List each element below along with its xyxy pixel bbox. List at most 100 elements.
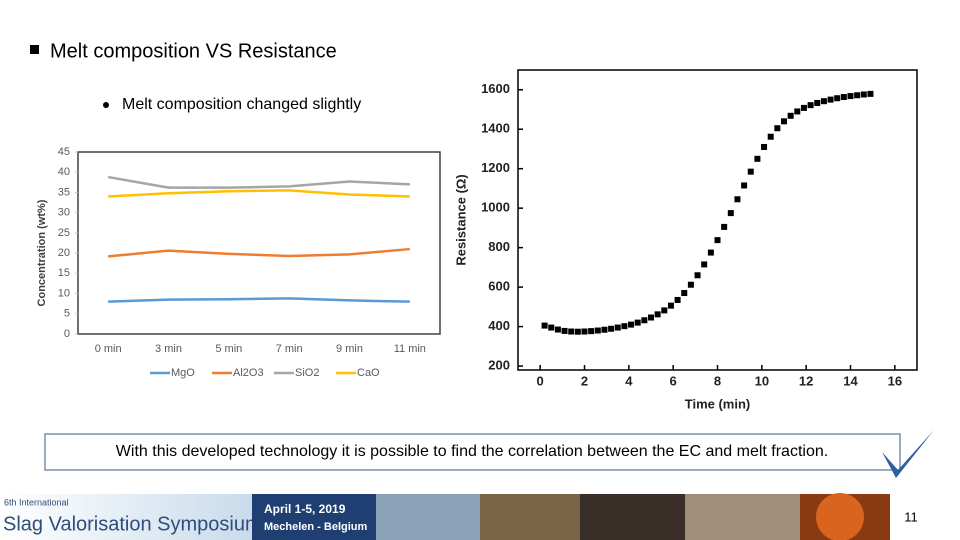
series-line — [108, 189, 410, 198]
data-point — [674, 296, 681, 303]
y-axis-label: Resistance (Ω) — [453, 174, 468, 265]
data-point — [814, 99, 821, 106]
x-tick-label: 12 — [799, 373, 813, 388]
legend-label: Al2O3 — [233, 367, 264, 379]
bullet-dot — [103, 102, 109, 108]
x-axis-label: Time (min) — [685, 396, 751, 411]
data-point — [794, 108, 801, 115]
x-tick-label: 8 — [714, 373, 721, 388]
y-tick-label: 1000 — [481, 200, 510, 215]
data-point — [614, 324, 621, 331]
x-tick-label: 0 — [537, 373, 544, 388]
footer-photo — [376, 494, 480, 540]
y-tick-label: 5 — [64, 308, 70, 320]
legend-label: MgO — [171, 367, 195, 379]
data-point — [581, 328, 588, 335]
data-point — [548, 324, 555, 331]
footer-dates: April 1-5, 2019 — [264, 502, 346, 516]
y-tick-label: 200 — [488, 357, 510, 372]
footer-place: Mechelen - Belgium — [264, 521, 368, 533]
data-point — [667, 302, 674, 309]
series-line — [108, 247, 410, 258]
data-point — [574, 328, 581, 335]
data-point — [648, 314, 654, 321]
data-point — [727, 210, 734, 217]
data-point — [854, 92, 861, 99]
y-tick-label: 0 — [64, 328, 70, 340]
series-line — [108, 297, 410, 303]
x-tick-label: 0 min — [95, 343, 122, 355]
footer-photo — [685, 494, 800, 540]
y-tick-label: 800 — [488, 239, 510, 254]
plot-frame — [517, 69, 918, 371]
data-point — [628, 321, 635, 328]
footer-event: Slag Valorisation Symposium — [3, 513, 262, 535]
data-point — [714, 237, 721, 244]
data-point — [687, 281, 694, 288]
y-tick-label: 1400 — [481, 121, 510, 136]
x-tick-label: 10 — [755, 373, 769, 388]
data-point — [661, 307, 668, 314]
conclusion-box — [44, 433, 901, 471]
data-point — [641, 317, 648, 324]
x-tick-label: 11 min — [394, 343, 426, 355]
y-tick-label: 10 — [58, 287, 70, 299]
y-tick-label: 20 — [58, 247, 70, 259]
data-point — [541, 322, 548, 329]
x-tick-label: 5 min — [215, 343, 242, 355]
data-point — [807, 102, 814, 109]
data-point — [707, 249, 714, 256]
series-line — [107, 175, 410, 189]
data-point — [634, 319, 641, 326]
title-bullet — [30, 45, 39, 54]
footer-photo-sphere — [816, 493, 864, 540]
data-point — [621, 323, 628, 330]
data-point — [588, 328, 595, 335]
bullet-text: Melt composition changed slightly — [122, 96, 361, 113]
page-number: 11 — [904, 509, 918, 524]
y-tick-label: 15 — [58, 267, 70, 279]
y-tick-label: 30 — [58, 207, 70, 219]
data-point — [847, 93, 854, 100]
footer-edition: 6th International — [4, 497, 69, 507]
data-point — [681, 290, 688, 297]
data-point — [568, 328, 575, 335]
data-point — [694, 272, 701, 279]
slide-title: Melt composition VS Resistance — [50, 40, 337, 62]
data-point — [767, 133, 774, 140]
data-point — [701, 261, 708, 268]
data-point — [781, 118, 787, 125]
data-point — [601, 326, 608, 333]
x-tick-label: 16 — [888, 373, 902, 388]
data-point — [741, 182, 748, 189]
data-point — [654, 311, 661, 318]
data-point — [554, 326, 561, 333]
data-point — [594, 327, 601, 334]
data-point — [747, 168, 754, 175]
page-number-box — [890, 494, 960, 540]
y-tick-label: 400 — [488, 318, 510, 333]
data-point — [734, 196, 741, 203]
data-point — [608, 325, 615, 332]
data-point — [820, 98, 827, 105]
x-tick-label: 6 — [670, 373, 677, 388]
data-point — [761, 143, 768, 150]
y-tick-label: 40 — [58, 166, 70, 178]
data-point — [834, 95, 841, 102]
x-tick-label: 7 min — [276, 343, 303, 355]
x-tick-label: 2 — [581, 373, 588, 388]
data-point — [721, 223, 728, 230]
y-tick-label: 45 — [58, 146, 70, 158]
data-point — [860, 91, 867, 98]
x-tick-label: 9 min — [336, 343, 363, 355]
x-tick-label: 3 min — [155, 343, 182, 355]
conclusion-text: With this developed technology it is pos… — [116, 443, 828, 460]
footer-photo — [580, 494, 685, 540]
y-tick-label: 25 — [58, 227, 70, 239]
data-point — [787, 112, 794, 119]
footer-photo — [480, 494, 580, 540]
y-axis-label: Concentration (wt%) — [36, 199, 48, 306]
data-point — [754, 155, 761, 162]
data-point — [800, 104, 807, 111]
